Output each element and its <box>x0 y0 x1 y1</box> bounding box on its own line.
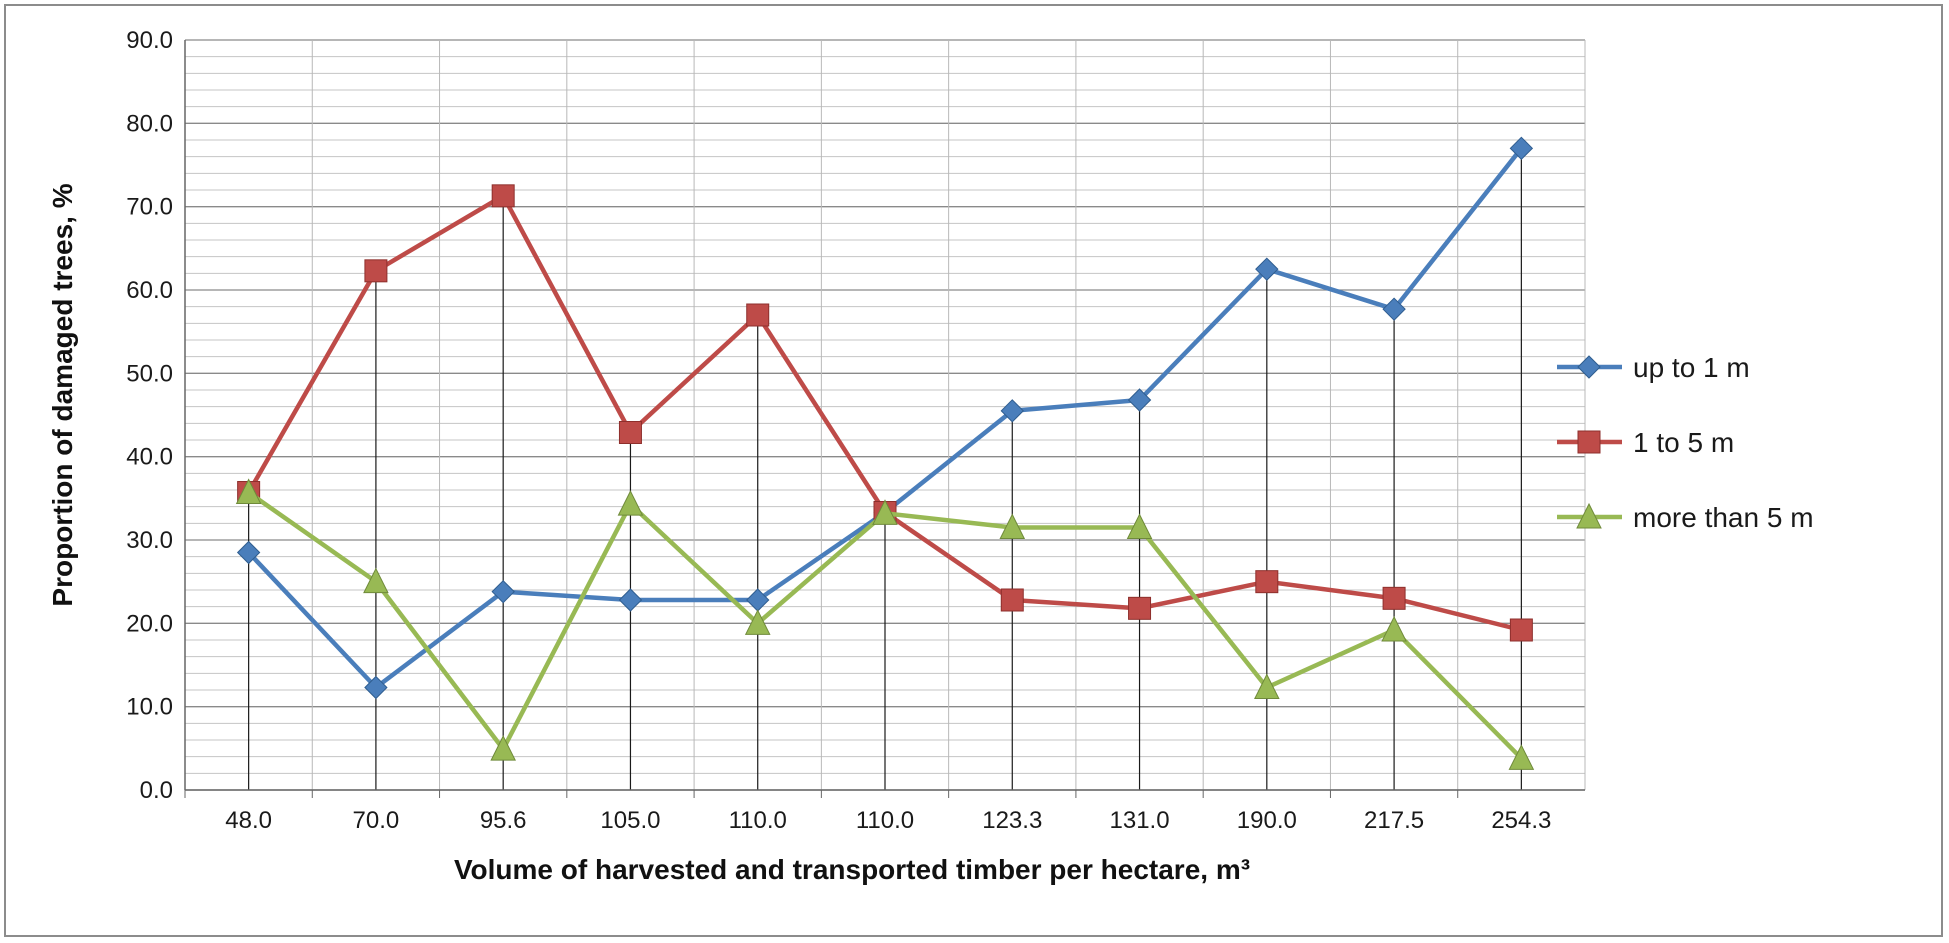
y-tick-label: 10.0 <box>126 694 173 721</box>
data-point <box>491 579 515 604</box>
legend-label: up to 1 m <box>1633 352 1750 383</box>
x-tick-label: 48.0 <box>225 807 272 834</box>
legend-label: more than 5 m <box>1633 502 1814 533</box>
data-point <box>1127 388 1152 412</box>
y-tick-label: 90.0 <box>126 27 173 54</box>
data-point <box>872 499 898 525</box>
x-tick-label: 190.0 <box>1237 807 1297 834</box>
data-point <box>236 540 261 565</box>
y-tick-label: 0.0 <box>140 777 173 804</box>
data-point <box>1000 588 1024 612</box>
legend-marker <box>1577 355 1601 379</box>
x-tick-label: 95.6 <box>480 807 527 834</box>
y-tick-label: 70.0 <box>126 194 173 221</box>
x-tick-label: 70.0 <box>353 807 400 834</box>
y-tick-label: 50.0 <box>126 360 173 387</box>
data-point <box>746 303 770 327</box>
data-point <box>1509 618 1533 642</box>
data-point <box>617 490 644 516</box>
x-tick-label: 123.3 <box>982 807 1042 834</box>
data-point <box>1382 297 1406 321</box>
y-tick-label: 40.0 <box>126 444 173 471</box>
x-tick-label: 110.0 <box>729 807 787 834</box>
data-point <box>491 184 515 208</box>
y-axis-title: Proportion of damaged trees, % <box>47 183 78 606</box>
legend-entry: more than 5 m <box>1557 502 1814 533</box>
legend-entry: up to 1 m <box>1557 352 1750 383</box>
data-point <box>744 609 771 635</box>
y-tick-label: 20.0 <box>126 610 173 637</box>
y-tick-label: 30.0 <box>126 527 173 554</box>
data-point <box>1508 744 1535 770</box>
data-point <box>364 259 388 283</box>
x-tick-label: 217.5 <box>1364 807 1424 834</box>
x-tick-label: 131.0 <box>1110 807 1170 834</box>
data-point <box>1000 399 1024 423</box>
x-tick-label: 110.0 <box>856 807 914 834</box>
legend-label: 1 to 5 m <box>1633 427 1734 458</box>
series-more-than-5-m <box>235 478 1535 770</box>
legend-marker <box>1577 430 1601 454</box>
data-point <box>618 588 643 612</box>
data-point <box>1381 615 1407 642</box>
x-tick-label: 254.3 <box>1491 807 1551 834</box>
data-point <box>1255 257 1279 281</box>
legend-marker <box>1576 502 1602 529</box>
x-tick-label: 105.0 <box>600 807 660 834</box>
data-point <box>1382 586 1406 610</box>
data-point <box>618 421 642 444</box>
data-point <box>363 567 389 594</box>
data-point <box>999 513 1026 539</box>
chart-frame <box>4 4 1943 937</box>
series <box>235 136 1535 770</box>
data-point <box>490 735 516 761</box>
data-point <box>1509 136 1534 161</box>
data-point <box>1254 673 1280 699</box>
data-point <box>1128 596 1152 620</box>
data-point <box>1126 513 1153 539</box>
data-point <box>235 478 262 504</box>
y-tick-label: 80.0 <box>126 110 173 137</box>
data-point <box>1255 570 1279 594</box>
axes: 0.0 10.0 20.0 30.0 40.0 50.0 60.0 70.0 80.0 90.0 4… <box>126 27 1585 834</box>
legend-entry: 1 to 5 m <box>1557 427 1734 458</box>
drop-lines <box>248 148 1522 790</box>
data-point <box>364 675 388 700</box>
legend: up to 1 m 1 to 5 m more than 5 m <box>1557 352 1814 533</box>
x-axis-title: Volume of harvested and transported timb… <box>454 854 1250 885</box>
y-tick-label: 60.0 <box>126 277 173 304</box>
